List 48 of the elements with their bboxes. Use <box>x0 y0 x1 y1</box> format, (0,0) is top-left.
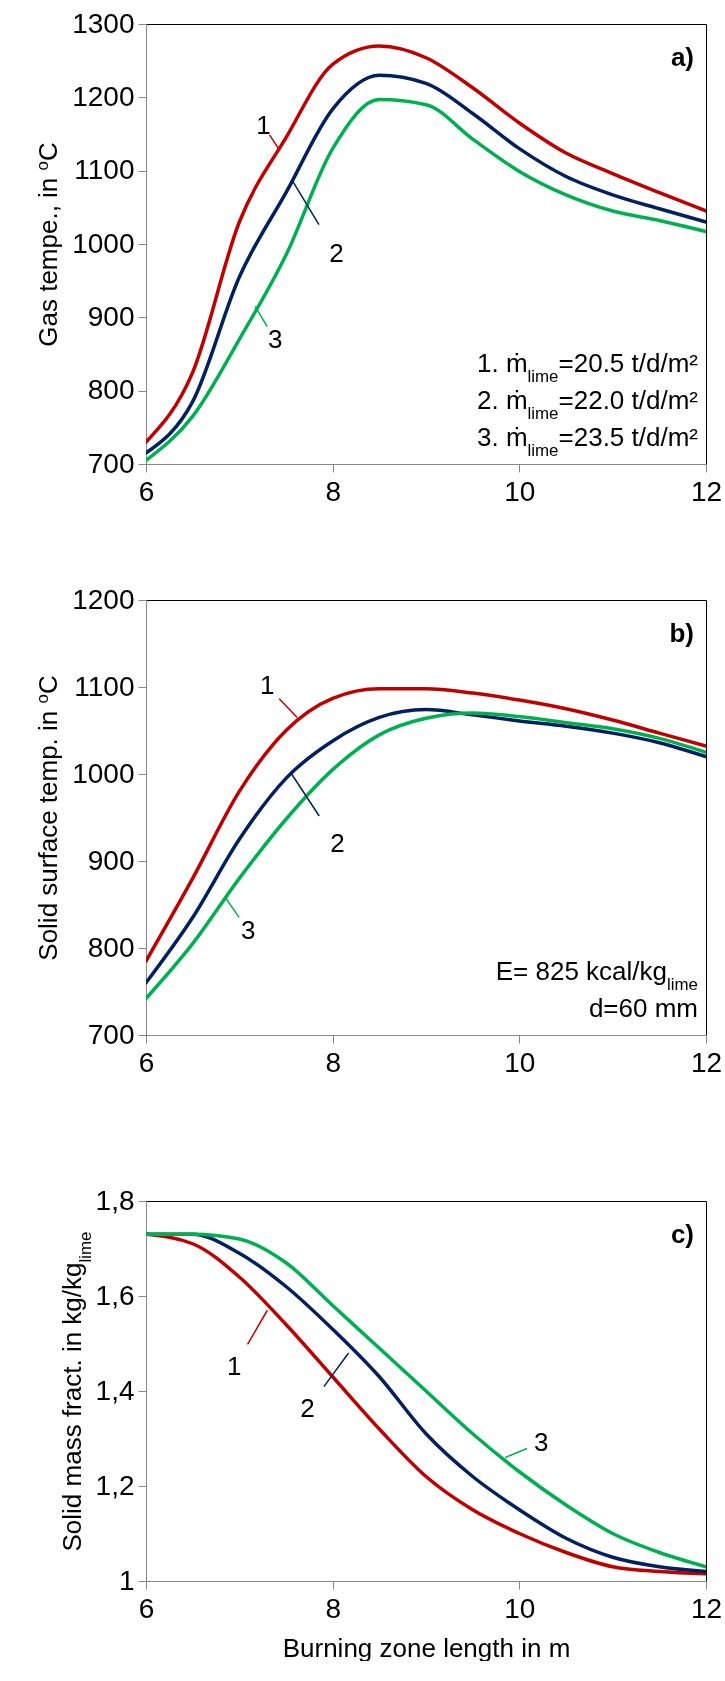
y-tick-label: 700 <box>87 1018 135 1050</box>
y-tick-label: 1100 <box>74 154 135 186</box>
x-tick-label: 6 <box>138 1046 155 1078</box>
y-tick-label: 800 <box>87 931 135 963</box>
x-tick-label: 12 <box>690 1046 723 1078</box>
y-tick-label: 900 <box>87 300 135 332</box>
y-tick-label: 1,2 <box>95 1469 135 1501</box>
annotation: 2 <box>330 828 345 858</box>
annotation: a) <box>670 42 694 72</box>
x-tick-label: 10 <box>504 1046 536 1078</box>
x-tick-label: 6 <box>138 475 155 507</box>
annotation: 1 <box>259 670 275 701</box>
y-tick-label: 900 <box>87 844 135 876</box>
x-tick-label: 10 <box>504 1592 536 1624</box>
annotation: b) <box>669 618 694 648</box>
y-tick-label: 1200 <box>72 583 135 615</box>
annotation: 3 <box>241 914 256 945</box>
x-tick-label: 8 <box>325 1592 341 1624</box>
y-tick-label: 1000 <box>72 227 135 259</box>
y-tick-label: 1 <box>118 1564 135 1596</box>
annotation: d=60 mm <box>588 993 698 1023</box>
x-tick-label: 6 <box>138 1592 155 1624</box>
x-axis-title: Burning zone length in m <box>282 1632 571 1663</box>
x-tick-label: 12 <box>690 475 723 507</box>
y-tick-label: 1000 <box>72 757 135 789</box>
annotation: 3 <box>534 1426 549 1457</box>
y-tick-label: 1200 <box>72 80 135 112</box>
y-tick-label: 1,6 <box>95 1279 135 1311</box>
x-tick-label: 8 <box>325 1046 341 1078</box>
y-tick-label: 800 <box>87 374 135 406</box>
annotation: 2. ṁ$_{lime}$=22.0 t/d/m² <box>476 385 699 423</box>
annotation: 2 <box>300 1393 315 1423</box>
x-tick-label: 8 <box>325 475 341 507</box>
annotation: E= 825 kcal/kg$_{lime}$ <box>495 956 698 994</box>
y-tick-label: 700 <box>87 447 135 479</box>
annotation: 1. ṁ$_{lime}$=20.5 t/d/m² <box>476 348 699 386</box>
y-tick-label: 1,8 <box>95 1184 135 1216</box>
y-tick-label: 1300 <box>72 7 135 39</box>
annotation: 3. ṁ$_{lime}$=23.5 t/d/m² <box>476 422 699 460</box>
y-tick-label: 1,4 <box>95 1374 135 1406</box>
x-tick-label: 10 <box>504 475 536 507</box>
annotation: 2 <box>329 237 344 268</box>
x-tick-label: 12 <box>690 1592 723 1624</box>
annotation: 3 <box>267 324 283 355</box>
y-tick-label: 1100 <box>74 670 135 702</box>
annotation: 1 <box>227 1351 242 1382</box>
annotation: 1 <box>256 109 271 140</box>
annotation: c) <box>670 1219 694 1249</box>
